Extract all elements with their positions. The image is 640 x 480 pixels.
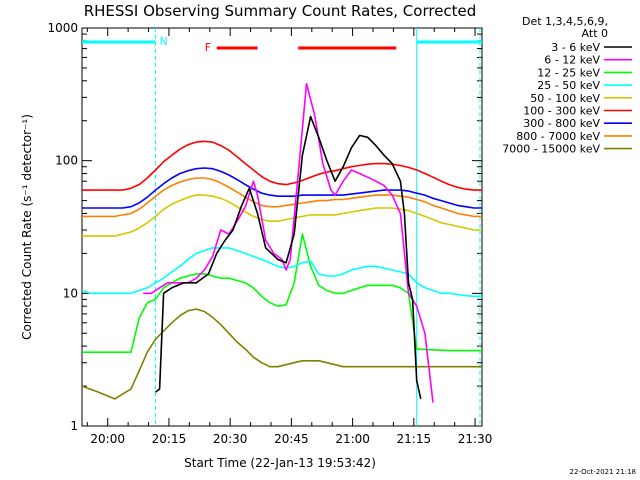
series-line-2 xyxy=(82,233,482,354)
series-line-0 xyxy=(155,115,422,400)
legend-label-1: 6 - 12 keV xyxy=(544,54,600,67)
x-tick-label-6: 21:30 xyxy=(458,432,493,446)
y-axis-label: Corrected Count Rate (s⁻¹ detector⁻¹) xyxy=(20,114,34,340)
series-line-5 xyxy=(82,140,482,191)
legend-label-7: 800 - 7000 keV xyxy=(516,130,600,143)
legend-label-0: 3 - 6 keV xyxy=(551,41,600,54)
state-bar-label-F: F xyxy=(205,41,211,54)
plot-frame xyxy=(81,27,483,427)
x-tick-label-5: 21:15 xyxy=(397,432,432,446)
series-line-3 xyxy=(81,247,482,298)
legend-label-6: 300 - 800 keV xyxy=(523,117,600,130)
footer-timestamp: 22-Oct-2021 21:18 xyxy=(570,468,636,476)
series-line-7 xyxy=(82,177,482,218)
x-axis-label: Start Time (22-Jan-13 19:53:42) xyxy=(184,456,376,470)
series-line-4 xyxy=(82,194,482,237)
attenuator-markers xyxy=(154,28,481,426)
series-line-8 xyxy=(81,308,482,400)
state-bar-label-N: N xyxy=(159,35,167,48)
y-tick-label-1: 10 xyxy=(63,286,78,300)
legend-label-2: 12 - 25 keV xyxy=(537,66,600,79)
x-tick-label-1: 20:15 xyxy=(152,432,187,446)
x-tick-label-4: 21:00 xyxy=(335,432,370,446)
series-line-1 xyxy=(143,82,434,403)
y-tick-label-2: 100 xyxy=(55,154,78,168)
x-tick-label-0: 20:00 xyxy=(90,432,125,446)
legend-label-4: 50 - 100 keV xyxy=(530,92,600,105)
x-tick-label-3: 20:45 xyxy=(274,432,309,446)
x-axis-ticks: 20:00 20:15 20:30 20:45 21:00 21:15 21:30 xyxy=(86,28,493,446)
y-tick-label-0: 1 xyxy=(70,419,78,433)
legend-label-8: 7000 - 15000 keV xyxy=(502,143,600,156)
legend-label-5: 100 - 300 keV xyxy=(523,105,600,118)
legend-header-line-2: Att 0 xyxy=(582,27,608,40)
series-line-6 xyxy=(82,167,482,209)
series-lines xyxy=(81,82,482,403)
y-tick-label-3: 1000 xyxy=(47,21,78,35)
x-tick-label-2: 20:30 xyxy=(213,432,248,446)
y-axis-ticks: 1 10 100 1000 xyxy=(47,21,482,433)
legend-label-3: 25 - 50 keV xyxy=(537,79,600,92)
chart-title: RHESSI Observing Summary Count Rates, Co… xyxy=(84,2,477,20)
legend-header-line-1: Det 1,3,4,5,6,9, xyxy=(522,15,608,28)
